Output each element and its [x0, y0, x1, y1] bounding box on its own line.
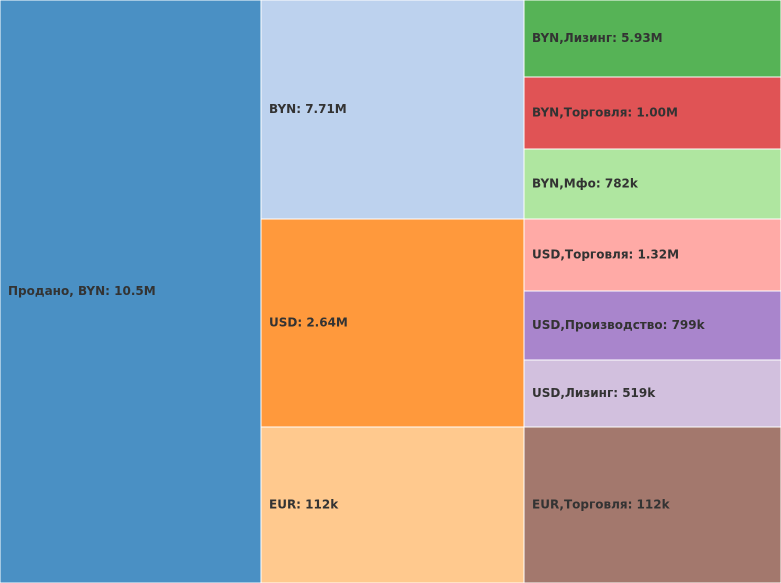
- partition-cell: [523, 76, 781, 150]
- cell-label: USD: 2.64M: [269, 316, 348, 330]
- partition-cell: [260, 0, 525, 220]
- cell-label: EUR,Торговля: 112k: [532, 498, 671, 512]
- partition-cell: [0, 0, 262, 583]
- cell-label: Продано, BYN: 10.5M: [8, 284, 156, 298]
- partition-cell: [523, 0, 781, 78]
- cell-label: BYN,Мфо: 782k: [532, 177, 639, 191]
- cell-label: BYN,Лизинг: 5.93M: [532, 31, 663, 45]
- partition-cell: [523, 218, 781, 292]
- partition-cell: [523, 359, 781, 428]
- partition-cell: [260, 218, 525, 428]
- cell-label: BYN,Торговля: 1.00M: [532, 106, 678, 120]
- cell-label: USD,Лизинг: 519k: [532, 386, 656, 400]
- partition-cell: [523, 148, 781, 220]
- cell-label: BYN: 7.71M: [269, 102, 347, 116]
- cell-label: USD,Производство: 799k: [532, 318, 706, 332]
- cell-label: USD,Торговля: 1.32M: [532, 248, 679, 262]
- cell-label: EUR: 112k: [269, 498, 339, 512]
- partition-cell: [523, 426, 781, 583]
